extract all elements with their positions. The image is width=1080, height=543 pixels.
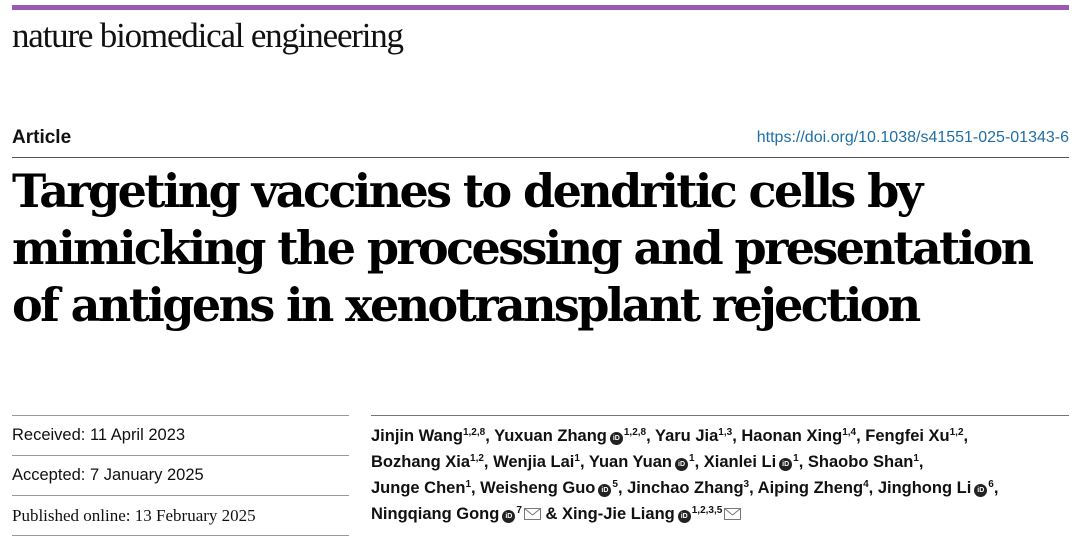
author[interactable]: Yaru Jia1,3 bbox=[655, 427, 732, 445]
title-line: mimicking the processing and presentatio… bbox=[12, 221, 1034, 275]
author-name[interactable]: Xianlei Li bbox=[703, 453, 777, 471]
affiliation-superscript: 1 bbox=[689, 453, 695, 464]
author-line: Ningqiang Gong iD7 & Xing-Jie Liang iD1,2,… bbox=[371, 501, 1071, 528]
author-name[interactable]: Wenjia Lai bbox=[493, 453, 575, 471]
author-name[interactable]: Junge Chen bbox=[371, 479, 466, 497]
mail-icon[interactable] bbox=[523, 502, 541, 528]
authors-divider bbox=[371, 415, 1069, 416]
author[interactable]: Bozhang Xia1,2 bbox=[371, 453, 484, 471]
journal-accent-bar bbox=[12, 5, 1069, 10]
affiliation-superscript: 4 bbox=[863, 479, 869, 490]
author[interactable]: Yuxuan Zhang iD1,2,8 bbox=[494, 427, 646, 445]
affiliation-superscript: 1 bbox=[465, 479, 471, 490]
author-name[interactable]: Bozhang Xia bbox=[371, 453, 471, 471]
published-date: Published online: 13 February 2025 bbox=[12, 506, 256, 525]
author-name[interactable]: Jinghong Li bbox=[877, 479, 972, 497]
author-line: Jinjin Wang1,2,8, Yuxuan Zhang iD1,2,8, Y… bbox=[371, 423, 1071, 449]
affiliation-superscript: 1,2,8 bbox=[623, 427, 647, 438]
orcid-icon[interactable]: iD bbox=[974, 484, 988, 497]
author[interactable]: Jinchao Zhang3 bbox=[627, 479, 749, 497]
dates-divider bbox=[12, 455, 349, 456]
author-line: Junge Chen1, Weisheng Guo iD5, Jinchao Zh… bbox=[371, 475, 1071, 501]
author-separator: , bbox=[483, 453, 494, 471]
dates-divider bbox=[12, 535, 349, 536]
orcid-icon[interactable]: iD bbox=[598, 484, 612, 497]
orcid-icon[interactable]: iD bbox=[677, 510, 691, 523]
mail-icon[interactable] bbox=[724, 502, 742, 528]
author[interactable]: Jinjin Wang1,2,8 bbox=[371, 427, 485, 445]
author[interactable]: Shaobo Shan1 bbox=[808, 453, 919, 471]
author[interactable]: Xing-Jie Liang iD1,2,3,5 bbox=[561, 505, 742, 523]
affiliation-superscript: 3 bbox=[743, 479, 750, 490]
author-separator: , bbox=[963, 427, 969, 445]
author[interactable]: Haonan Xing1,4 bbox=[741, 427, 856, 445]
author[interactable]: Ningqiang Gong iD7 bbox=[371, 505, 541, 523]
author[interactable]: Jinghong Li iD6 bbox=[878, 479, 994, 497]
accepted-date: Accepted: 7 January 2025 bbox=[12, 466, 204, 484]
author-separator: , bbox=[918, 453, 924, 471]
orcid-icon[interactable]: iD bbox=[675, 458, 688, 471]
author-name[interactable]: Yuan Yuan bbox=[588, 453, 672, 471]
author-name[interactable]: Fengfei Xu bbox=[865, 427, 950, 445]
author-name[interactable]: Haonan Xing bbox=[741, 427, 843, 445]
author-separator: , bbox=[617, 479, 628, 497]
orcid-icon[interactable]: iD bbox=[779, 458, 793, 471]
affiliation-superscript: 1 bbox=[913, 453, 919, 464]
author-name[interactable]: Yuxuan Zhang bbox=[494, 427, 607, 445]
affiliation-superscript: 1,2,8 bbox=[462, 427, 486, 438]
author[interactable]: Yuan Yuan iD1 bbox=[589, 453, 695, 471]
affiliation-superscript: 5 bbox=[612, 479, 618, 490]
author[interactable]: Weisheng Guo iD5 bbox=[480, 479, 618, 497]
author[interactable]: Junge Chen1 bbox=[371, 479, 471, 497]
affiliation-superscript: 7 bbox=[516, 505, 522, 516]
author-separator: , bbox=[868, 479, 878, 497]
author-separator: , bbox=[856, 427, 866, 445]
author-list: Jinjin Wang1,2,8, Yuxuan Zhang iD1,2,8, Y… bbox=[371, 423, 1071, 528]
affiliation-superscript: 1 bbox=[574, 453, 580, 464]
author-separator: , bbox=[993, 479, 999, 497]
article-type-label: Article bbox=[12, 127, 72, 148]
author-separator: , bbox=[646, 427, 655, 445]
affiliation-superscript: 6 bbox=[988, 479, 994, 490]
author[interactable]: Xianlei Li iD1 bbox=[704, 453, 799, 471]
author-separator: , bbox=[749, 479, 758, 497]
author-name[interactable]: Xing-Jie Liang bbox=[561, 505, 675, 523]
author[interactable]: Aiping Zheng4 bbox=[758, 479, 869, 497]
orcid-icon[interactable]: iD bbox=[502, 510, 516, 523]
received-date: Received: 11 April 2023 bbox=[12, 426, 186, 444]
author-name[interactable]: Jinjin Wang bbox=[371, 427, 463, 445]
author-separator: , bbox=[579, 453, 589, 471]
author-separator: , bbox=[732, 427, 742, 445]
author-name[interactable]: Shaobo Shan bbox=[807, 453, 914, 471]
author-separator: , bbox=[798, 453, 808, 471]
orcid-icon[interactable]: iD bbox=[609, 432, 623, 445]
author-name[interactable]: Yaru Jia bbox=[654, 427, 719, 445]
article-title: Targeting vaccines to dendritic cells by… bbox=[12, 163, 1072, 334]
journal-name: nature biomedical engineering bbox=[12, 16, 404, 55]
author-separator: , bbox=[694, 453, 704, 471]
affiliation-superscript: 1 bbox=[793, 453, 799, 464]
author-name[interactable]: Ningqiang Gong bbox=[371, 505, 500, 523]
author-name[interactable]: Jinchao Zhang bbox=[627, 479, 744, 497]
title-line: of antigens in xenotransplant rejection bbox=[12, 278, 921, 332]
dates-divider bbox=[12, 495, 349, 496]
author-separator: , bbox=[471, 479, 481, 497]
author-name[interactable]: Weisheng Guo bbox=[480, 479, 596, 497]
dates-divider bbox=[12, 415, 349, 416]
title-line: Targeting vaccines to dendritic cells by bbox=[12, 164, 923, 218]
author-name[interactable]: Aiping Zheng bbox=[757, 479, 864, 497]
affiliation-superscript: 1,2 bbox=[470, 453, 484, 464]
affiliation-superscript: 1,2,3,5 bbox=[691, 505, 723, 516]
author[interactable]: Fengfei Xu1,2 bbox=[865, 427, 963, 445]
author-separator: , bbox=[485, 427, 495, 445]
affiliation-superscript: 1,3 bbox=[718, 427, 733, 438]
affiliation-superscript: 1,4 bbox=[842, 427, 857, 438]
affiliation-superscript: 1,2 bbox=[949, 427, 964, 438]
author[interactable]: Wenjia Lai1 bbox=[493, 453, 580, 471]
doi-link[interactable]: https://doi.org/10.1038/s41551-025-01343… bbox=[756, 129, 1069, 146]
author-line: Bozhang Xia1,2, Wenjia Lai1, Yuan Yuan iD… bbox=[371, 449, 1071, 475]
author-separator: & bbox=[540, 505, 562, 523]
header-divider bbox=[12, 157, 1069, 158]
